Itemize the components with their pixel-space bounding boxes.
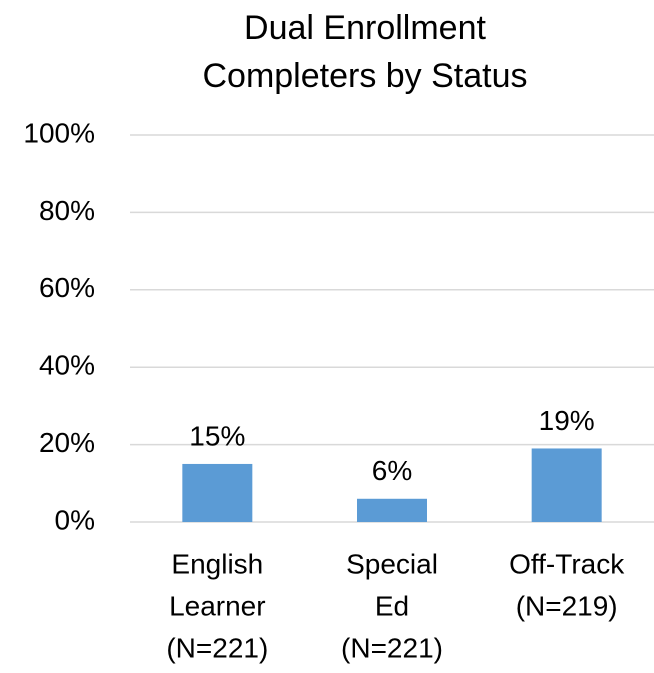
x-tick-label: (N=221) (166, 632, 268, 663)
x-tick-label: Special (346, 548, 438, 579)
x-tick-label: (N=219) (516, 590, 618, 621)
y-tick-label: 80% (39, 195, 95, 226)
y-tick-label: 40% (39, 350, 95, 381)
y-tick-label: 0% (55, 504, 95, 535)
y-tick-label: 20% (39, 427, 95, 458)
bar (182, 463, 253, 522)
y-tick-label: 100% (23, 117, 95, 148)
bar (531, 448, 602, 522)
x-tick-label: English (171, 548, 263, 579)
x-tick-label: Learner (169, 590, 266, 621)
data-label: 19% (539, 405, 595, 436)
data-label: 15% (189, 420, 245, 451)
chart-title: Dual Enrollment (244, 9, 486, 47)
data-label: 6% (372, 455, 412, 486)
x-tick-label: Ed (375, 590, 409, 621)
x-tick-label: (N=221) (341, 632, 443, 663)
y-tick-label: 60% (39, 272, 95, 303)
x-tick-label: Off-Track (509, 548, 625, 579)
bar (357, 498, 427, 522)
chart-title: Completers by Status (202, 57, 527, 95)
